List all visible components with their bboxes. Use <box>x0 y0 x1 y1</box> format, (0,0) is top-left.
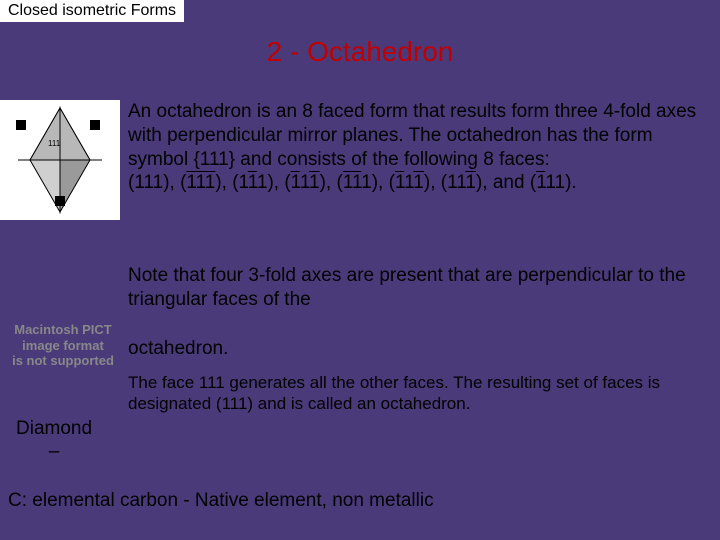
note-block: Note that four 3-fold axes are present t… <box>128 264 704 312</box>
paragraph-1: An octahedron is an 8 faced form that re… <box>128 100 704 171</box>
page-title: 2 - Octahedron <box>0 36 720 68</box>
pict-l2: image format <box>0 338 126 354</box>
octahedron-word: octahedron. <box>128 338 228 360</box>
header-text: Closed isometric Forms <box>8 2 176 19</box>
diamond-label: Diamond – <box>16 418 92 464</box>
diamond-l2: – <box>16 441 92 464</box>
pict-l1: Macintosh PICT <box>0 322 126 338</box>
faces-line: (111), (111), (111), (111), (111), (111)… <box>128 171 704 195</box>
content-row: 111 An octahedron is an 8 faced form tha… <box>0 100 704 220</box>
pict-l3: is not supported <box>0 353 126 369</box>
footer-line: C: elemental carbon - Native element, no… <box>8 490 434 512</box>
octahedron-icon: 111 <box>0 100 120 220</box>
svg-text:111: 111 <box>48 139 61 148</box>
image-column: 111 <box>0 100 128 220</box>
generation-text: The face 111 generates all the other fac… <box>128 372 704 415</box>
pict-unsupported: Macintosh PICT image format is not suppo… <box>0 322 126 369</box>
header-strip: Closed isometric Forms <box>0 0 184 22</box>
body-text: An octahedron is an 8 faced form that re… <box>128 100 704 220</box>
octahedron-image: 111 <box>0 100 120 220</box>
diamond-l1: Diamond <box>16 418 92 441</box>
